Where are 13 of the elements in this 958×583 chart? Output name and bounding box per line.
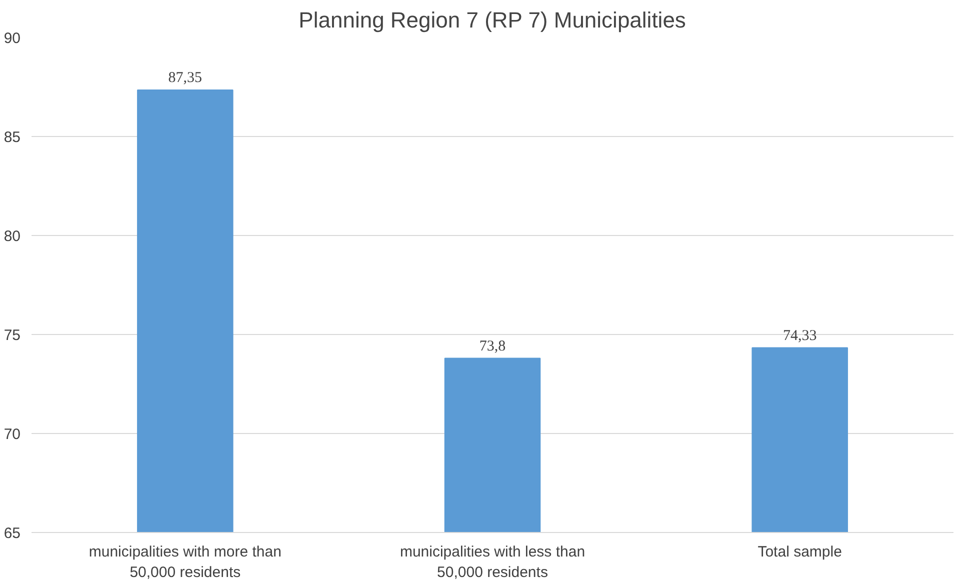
- x-tick-label: municipalities with more than 50,000 residents: [88, 544, 282, 581]
- data-label: 87,35: [168, 70, 202, 86]
- data-label: 74,33: [782, 328, 817, 344]
- data-label: 73,8: [479, 338, 506, 354]
- chart-title: Planning Region 7 (RP 7) Municipalities: [298, 8, 686, 32]
- y-tick-label: 75: [4, 327, 21, 344]
- x-tick-label: municipalities with less than 50,000 residents: [400, 544, 586, 581]
- y-tick-label: 65: [4, 525, 21, 542]
- x-tick-label: Total sample: [758, 544, 842, 560]
- y-tick-label: 90: [4, 30, 21, 47]
- y-tick-label: 80: [4, 228, 21, 245]
- y-tick-label: 85: [4, 129, 21, 146]
- y-tick-label: 70: [4, 426, 21, 443]
